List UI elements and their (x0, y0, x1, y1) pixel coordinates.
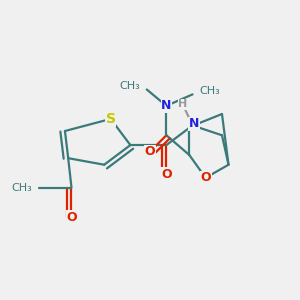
Text: N: N (189, 117, 200, 130)
Text: S: S (106, 112, 116, 126)
Text: O: O (66, 211, 77, 224)
Text: O: O (200, 171, 211, 184)
Text: H: H (178, 99, 187, 109)
Text: O: O (161, 168, 172, 181)
Text: CH₃: CH₃ (199, 86, 220, 96)
Text: CH₃: CH₃ (119, 81, 140, 91)
Text: N: N (161, 99, 172, 112)
Text: O: O (145, 145, 155, 158)
Text: CH₃: CH₃ (11, 183, 32, 193)
